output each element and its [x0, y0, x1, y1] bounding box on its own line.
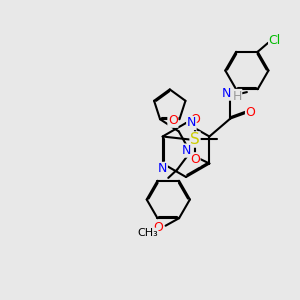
Text: O: O [190, 113, 200, 126]
Text: N: N [187, 116, 196, 130]
Text: N: N [158, 162, 167, 176]
Text: CH₃: CH₃ [137, 228, 158, 238]
Text: Cl: Cl [269, 34, 281, 47]
Text: O: O [153, 221, 163, 234]
Text: N: N [222, 87, 232, 100]
Text: O: O [168, 114, 178, 127]
Text: O: O [245, 106, 255, 119]
Text: H: H [232, 89, 242, 103]
Text: N: N [182, 144, 191, 157]
Text: S: S [190, 132, 200, 147]
Text: O: O [190, 153, 200, 166]
